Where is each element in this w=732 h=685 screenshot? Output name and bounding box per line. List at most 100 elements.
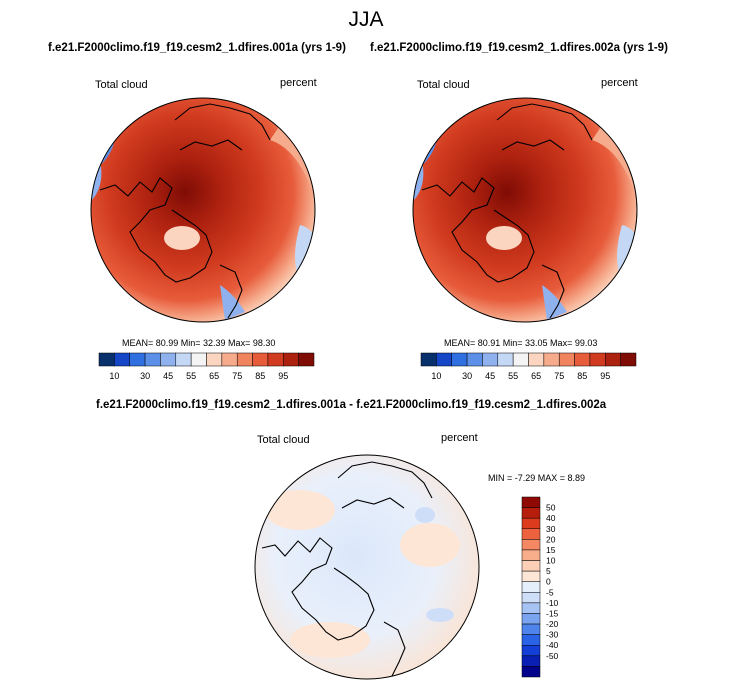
panel3-colorbar-tick-20: 20 [546,534,556,544]
panel2-map [412,97,638,323]
panel3-colorbar-bin-8 [521,581,541,593]
panel3-colorbar-tick-0: 0 [546,577,551,587]
panel3-negative-patch-2 [426,608,454,622]
panel3-colorbar-bin-11 [521,613,541,625]
panel1-colorbar-bin-6 [190,352,207,367]
panel1-colorbar-tick-75: 75 [232,371,242,381]
panel1-map-border [90,97,316,323]
panel1-colorbar-bin-4 [160,352,177,367]
panel2-colorbar-bin-4 [482,352,499,367]
panel3-coast-greenland-canada [261,537,375,641]
panel3-colorbar-tick-15: 15 [546,545,556,555]
panel1-colorbar-tick-55: 55 [186,371,196,381]
panel2-colorbar-bin-7 [528,352,545,367]
panel3-coastlines [261,461,433,677]
panel3-colorbar-tick--20: -20 [546,619,559,629]
panel2-colorbar-bin-13 [620,352,637,367]
panel2-colorbar-bin-1 [436,352,452,367]
panel3-positive-patch-1 [265,490,335,530]
panel3-colorbar-tick-30: 30 [546,524,556,534]
panel2-greenland-patch [486,226,522,250]
panel1-colorbar-tick-10: 10 [109,371,119,381]
panel1-colorbar-bin-12 [283,352,299,367]
panel3-colorbar-bin-2 [521,517,541,530]
panel2-colorbar-tick-95: 95 [600,371,610,381]
panel1-coast-siberia [174,103,271,141]
panel2-colorbar-bin-3 [466,352,483,367]
panel2-stats: MEAN= 80.91 Min= 33.05 Max= 99.03 [444,338,598,348]
panel2-colorbar: 10 30 45 55 65 75 85 95 [420,352,637,381]
panel1-map-field [91,98,315,322]
panel2-coast-greenland-canada [421,177,535,283]
panel3-colorbar-tick-40: 40 [546,513,556,523]
panel3-colorbar-bin-4 [521,539,541,551]
figure-title: JJA [348,8,384,31]
panel3-variable-label: Total cloud [257,434,310,446]
panel1-map [90,97,316,323]
panel2-colorbar-tick-85: 85 [577,371,587,381]
panel3-colorbar-tick--5: -5 [546,587,554,597]
panel3-colorbar-bin-5 [521,549,541,561]
panel1-colorbar-tick-65: 65 [209,371,219,381]
panel2-colorbar-tick-55: 55 [508,371,518,381]
panel2-units-label: percent [601,77,638,89]
panel1-greenland-patch [164,226,200,250]
panel2-coast-scandinavia [541,264,565,319]
panel3-coast-siberia [337,461,433,499]
panel2-colorbar-bin-0 [420,352,437,367]
case1-title: f.e21.F2000climo.f19_f19.cesm2_1.dfires.… [48,42,346,54]
panel3-colorbar-tick--30: -30 [546,630,559,640]
panel1-colorbar-bin-5 [175,352,192,367]
panel1-colorbar-bin-8 [221,352,238,367]
panel3-colorbar-bin-7 [521,570,541,582]
panel2-colorbar-bin-12 [605,352,621,367]
panel2-colorbar-bin-11 [589,352,606,367]
panel3-units-label: percent [441,432,478,444]
panel3-map-border [254,454,480,680]
panel3-colorbar-tick--10: -10 [546,598,559,608]
panel3-colorbar-tick--50: -50 [546,651,559,661]
panel2-coast-siberia [496,103,593,141]
panel3-negative-patch-1 [415,507,435,523]
diff-title: f.e21.F2000climo.f19_f19.cesm2_1.dfires.… [96,399,607,411]
panel1-colorbar-bin-10 [252,352,269,367]
panel1-stats: MEAN= 80.99 Min= 32.39 Max= 98.30 [122,338,276,348]
panel3-coast-islands [341,497,405,509]
panel1-colorbar-tick-95: 95 [278,371,288,381]
panel3-colorbar-bin-3 [521,528,541,540]
panel1-coastlines [99,103,271,319]
panel1-colorbar: 10 30 45 55 65 75 85 95 [98,352,315,381]
panel1-colorbar-tick-30: 30 [140,371,150,381]
panel2-colorbar-bin-9 [558,352,575,367]
panel3-colorbar-tick--40: -40 [546,640,559,650]
panel3-colorbar-bin-15 [521,655,541,667]
panel3-positive-patch-3 [290,622,370,658]
panel3-positive-patch-2 [400,523,460,567]
panel3-colorbar-bin-9 [521,592,541,604]
panel3-colorbar-bin-13 [521,634,541,646]
panel3-stats: MIN = -7.29 MAX = 8.89 [488,473,586,483]
panel3-colorbar-tick-5: 5 [546,566,551,576]
panel2-colorbar-tick-30: 30 [462,371,472,381]
case2-title: f.e21.F2000climo.f19_f19.cesm2_1.dfires.… [370,42,668,54]
panel2-variable-label: Total cloud [417,79,470,91]
panel2-colorbar-tick-65: 65 [531,371,541,381]
panel2-map-field [413,98,637,322]
panel1-low-cloud-patch-s [220,285,245,320]
panel2-colorbar-bin-2 [451,352,468,367]
panel1-colorbar-bin-13 [298,352,315,367]
panel3-colorbar-tick--15: -15 [546,608,559,618]
panel2-colorbar-tick-45: 45 [485,371,495,381]
panel1-coast-scandinavia [219,264,243,319]
panel1-colorbar-bin-9 [236,352,253,367]
panel2-map-border [412,97,638,323]
panel3-colorbar-bin-6 [521,560,541,572]
panel1-variable-label: Total cloud [95,79,148,91]
panel2-colorbar-bin-5 [497,352,514,367]
panel2-colorbar-bin-6 [512,352,529,367]
panel1-colorbar-tick-45: 45 [163,371,173,381]
panel1-coast-islands [179,139,243,151]
panel2-coast-islands [501,139,565,151]
